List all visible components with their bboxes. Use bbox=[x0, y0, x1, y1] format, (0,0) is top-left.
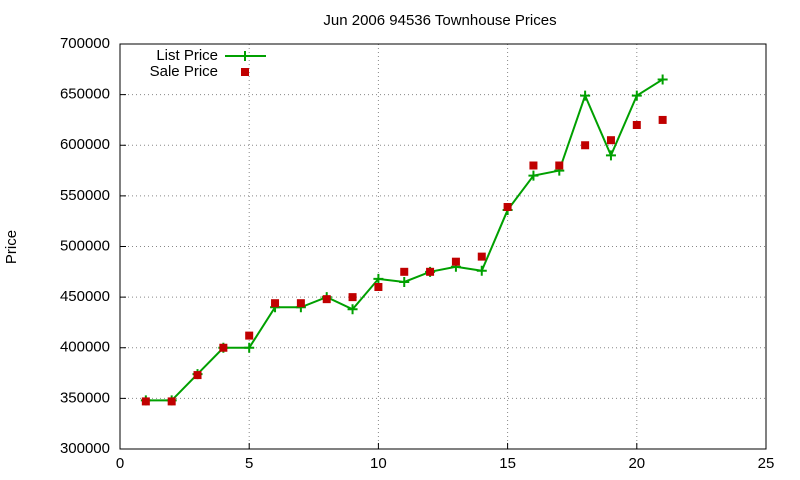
y-tick-label: 300000 bbox=[60, 440, 110, 457]
y-tick-label: 450000 bbox=[60, 288, 110, 305]
point bbox=[271, 299, 280, 308]
point bbox=[476, 265, 487, 276]
point bbox=[631, 90, 642, 101]
point bbox=[245, 331, 254, 340]
legend-label: List Price bbox=[156, 47, 218, 64]
point bbox=[555, 161, 564, 170]
chart-title: Jun 2006 94536 Townhouse Prices bbox=[323, 12, 556, 29]
x-tick-label: 20 bbox=[628, 455, 645, 472]
point bbox=[219, 343, 228, 352]
point bbox=[167, 397, 176, 406]
point bbox=[400, 267, 409, 276]
point bbox=[477, 252, 486, 261]
point bbox=[348, 293, 357, 302]
y-axis-label: Price bbox=[3, 230, 20, 264]
point bbox=[244, 342, 255, 353]
point bbox=[374, 283, 383, 291]
point bbox=[581, 141, 590, 150]
y-tick-label: 550000 bbox=[60, 187, 110, 204]
y-tick-label: 600000 bbox=[60, 136, 110, 153]
point bbox=[658, 115, 667, 124]
point bbox=[347, 304, 358, 315]
point bbox=[426, 267, 435, 276]
y-tick-label: 700000 bbox=[60, 35, 110, 52]
plot-border bbox=[119, 43, 767, 450]
point bbox=[580, 90, 591, 101]
legend-marker bbox=[241, 68, 249, 76]
legend-label: Sale Price bbox=[150, 63, 218, 80]
x-tick-label: 15 bbox=[499, 455, 516, 472]
point bbox=[605, 150, 616, 161]
point bbox=[529, 161, 538, 170]
y-tick-label: 350000 bbox=[60, 389, 110, 406]
point bbox=[399, 276, 410, 287]
y-tick-label: 400000 bbox=[60, 339, 110, 356]
y-tick-label: 650000 bbox=[60, 86, 110, 103]
point bbox=[141, 397, 150, 406]
y-tick-label: 500000 bbox=[60, 237, 110, 254]
point bbox=[503, 203, 512, 212]
x-tick-label: 5 bbox=[245, 455, 253, 472]
x-tick-label: 10 bbox=[370, 455, 387, 472]
point bbox=[632, 121, 641, 129]
x-tick-label: 25 bbox=[758, 455, 775, 472]
point bbox=[193, 371, 202, 380]
point bbox=[528, 170, 539, 181]
point bbox=[451, 257, 460, 266]
point bbox=[657, 74, 668, 85]
legend-marker bbox=[240, 51, 250, 61]
point bbox=[296, 299, 305, 308]
x-tick-label: 0 bbox=[116, 455, 124, 472]
point bbox=[373, 273, 384, 284]
point bbox=[606, 136, 615, 145]
point bbox=[322, 295, 331, 304]
